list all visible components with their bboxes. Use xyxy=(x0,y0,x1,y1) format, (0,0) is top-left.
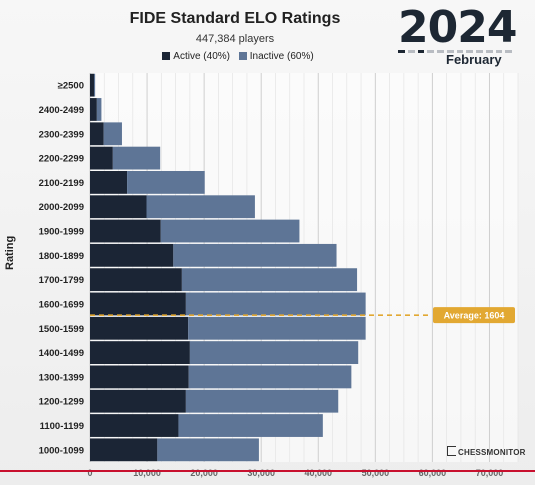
bar-active xyxy=(90,243,174,267)
year-label: 2024 xyxy=(398,2,517,53)
bar-inactive xyxy=(157,438,259,462)
y-tick-label: 1600-1699 xyxy=(39,299,84,310)
bar-inactive xyxy=(188,316,366,340)
bar-inactive xyxy=(96,98,102,121)
x-tick-label: 20,000 xyxy=(190,468,218,478)
y-tick-label: 1200-1299 xyxy=(39,397,84,408)
bar-active xyxy=(90,268,182,292)
bar-inactive xyxy=(103,122,122,146)
bar-inactive xyxy=(188,365,352,389)
y-tick-label: 1100-1199 xyxy=(40,421,84,432)
bar-active xyxy=(90,195,147,219)
y-tick-label: 1800-1899 xyxy=(39,251,84,262)
bar-inactive xyxy=(112,146,161,170)
average-label: Average: 1604 xyxy=(444,311,505,321)
y-tick-label: 1500-1599 xyxy=(39,324,84,335)
watermark-label: CHESSMONITOR xyxy=(458,448,526,457)
y-tick-label: 1300-1399 xyxy=(39,372,84,383)
legend-inactive-label: Inactive (60%) xyxy=(249,51,314,62)
timeline-bar xyxy=(0,470,535,472)
y-tick-label: 2400-2499 xyxy=(39,105,84,116)
bar-active xyxy=(90,292,186,316)
x-tick-label: 50,000 xyxy=(362,468,390,478)
y-tick-label: 2300-2399 xyxy=(39,129,84,140)
x-tick-label: 10,000 xyxy=(133,468,161,478)
legend-inactive-swatch xyxy=(238,52,247,60)
y-tick-label: 1400-1499 xyxy=(39,348,84,359)
bar-inactive xyxy=(185,389,339,413)
bar-inactive xyxy=(181,268,358,292)
legend-active-label: Active (40%) xyxy=(173,51,230,62)
bar-active xyxy=(90,146,113,170)
chart-title: FIDE Standard ELO Ratings xyxy=(129,10,341,27)
bar-inactive xyxy=(173,243,337,267)
bar-inactive xyxy=(146,195,255,219)
bar-inactive xyxy=(178,414,323,437)
legend-active-swatch xyxy=(162,52,171,60)
bar-active xyxy=(90,122,104,146)
bar-active xyxy=(90,171,128,194)
y-tick-label: ≥2500 xyxy=(58,81,84,92)
chessmonitor-logo: CHESSMONITOR xyxy=(447,446,526,457)
x-tick-label: 0 xyxy=(87,468,92,478)
x-tick-label: 70,000 xyxy=(476,468,504,478)
y-tick-label: 2000-2099 xyxy=(39,202,84,213)
bar-active xyxy=(90,219,161,243)
bar-inactive xyxy=(127,171,205,194)
x-tick-label: 40,000 xyxy=(305,468,333,478)
bar-active xyxy=(90,73,94,97)
y-tick-label: 1000-1099 xyxy=(39,445,84,456)
bar-inactive xyxy=(185,292,366,316)
x-tick-label: 30,000 xyxy=(247,468,275,478)
bar-active xyxy=(90,98,97,121)
y-tick-label: 2100-2199 xyxy=(39,178,84,189)
bar-active xyxy=(90,414,179,437)
bar-active xyxy=(90,389,186,413)
bar-inactive xyxy=(93,73,96,97)
bar-inactive xyxy=(189,341,359,364)
average-badge xyxy=(433,307,515,324)
y-tick-label: 1700-1799 xyxy=(39,275,84,286)
year-progress-bar xyxy=(398,50,512,53)
bar-active xyxy=(90,365,189,389)
legend: Active (40%) Inactive (60%) xyxy=(120,51,350,62)
x-tick-label: 60,000 xyxy=(419,468,447,478)
bar-active xyxy=(90,316,189,340)
bar-active xyxy=(90,438,158,462)
bar-active xyxy=(90,341,190,364)
chart-subtitle: 447,384 players xyxy=(195,33,275,45)
bar-inactive xyxy=(160,219,300,243)
y-tick-label: 1900-1999 xyxy=(39,227,84,238)
month-label: February xyxy=(446,52,502,67)
y-tick-label: 2200-2299 xyxy=(39,154,84,165)
